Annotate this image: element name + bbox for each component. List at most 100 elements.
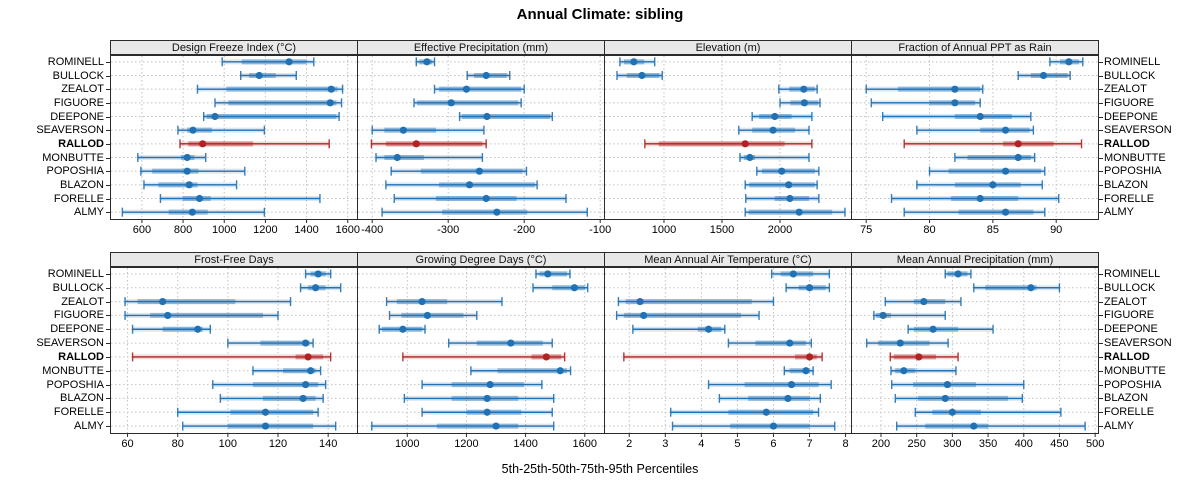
- site-tick-mark: [106, 315, 110, 317]
- site-label-right-poposhia: POPOSHIA: [1104, 165, 1162, 178]
- site-tick-mark: [1099, 370, 1103, 372]
- site-tick-mark: [1099, 343, 1103, 345]
- x-tick-label: 5: [734, 438, 741, 450]
- site-label-left-rallod: RALLOD: [58, 350, 104, 363]
- site-label-left-almy: ALMY: [74, 420, 104, 433]
- percentile-glyph-seaverson-mean-annual-precipitation-mm: [866, 338, 949, 348]
- site-label-left-almy: ALMY: [74, 206, 104, 219]
- percentile-glyph-poposhia-mean-annual-air-temperature-c: [707, 380, 832, 390]
- site-tick-mark: [1099, 171, 1103, 173]
- site-label-right-seaverson: SEAVERSON: [1104, 337, 1172, 350]
- percentile-glyph-zealot-frost-free-days: [124, 297, 292, 307]
- percentile-glyph-zealot-effective-precipitation-mm: [433, 84, 525, 94]
- site-tick-mark: [1099, 212, 1103, 214]
- panel-header-growing-degree-days-c: Growing Degree Days (°C): [357, 252, 605, 267]
- percentile-glyph-rominell-elevation-m: [619, 57, 656, 67]
- site-label-left-blazon: BLAZON: [59, 392, 104, 405]
- site-label-right-monbutte: MONBUTTE: [1104, 364, 1166, 377]
- panel-header-frost-free-days: Frost-Free Days: [110, 252, 358, 267]
- percentile-glyph-blazon-mean-annual-air-temperature-c: [718, 393, 822, 403]
- x-tick-label: 1000: [651, 224, 677, 236]
- x-tick-label: 200: [871, 438, 891, 450]
- x-tick-label: -400: [361, 224, 384, 236]
- percentile-glyph-bullock-mean-annual-precipitation-mm: [973, 283, 1061, 293]
- site-label-right-deepone: DEEPONE: [1104, 323, 1158, 336]
- percentile-glyph-rallod-design-freeze-index-c: [179, 139, 330, 149]
- percentile-glyph-bullock-growing-degree-days-c: [532, 283, 589, 293]
- percentile-glyph-blazon-frost-free-days: [219, 393, 324, 403]
- percentile-glyph-figuore-elevation-m: [779, 98, 821, 108]
- percentile-glyph-poposhia-mean-annual-precipitation-mm: [890, 380, 1025, 390]
- percentile-glyph-almy-elevation-m: [744, 207, 846, 217]
- site-tick-mark: [106, 329, 110, 331]
- site-label-left-zealot: ZEALOT: [61, 295, 104, 308]
- site-tick-mark: [1099, 398, 1103, 400]
- percentile-glyph-rallod-effective-precipitation-mm: [370, 139, 487, 149]
- x-tick-label: 80: [171, 438, 184, 450]
- site-label-right-figuore: FIGUORE: [1104, 96, 1155, 109]
- percentile-glyph-forelle-elevation-m: [745, 194, 820, 203]
- site-label-right-bullock: BULLOCK: [1104, 281, 1156, 294]
- site-tick-mark: [1099, 102, 1103, 104]
- site-tick-mark: [106, 75, 110, 77]
- percentile-glyph-monbutte-growing-degree-days-c: [470, 366, 572, 376]
- x-tick-label: 1400: [294, 224, 319, 236]
- percentile-glyph-figuore-mean-annual-air-temperature-c: [615, 310, 760, 320]
- percentile-glyph-almy-fraction-of-annual-ppt-as-rain: [903, 207, 1046, 217]
- percentile-glyph-forelle-effective-precipitation-mm: [393, 194, 567, 203]
- percentile-glyph-rominell-design-freeze-index-c: [221, 57, 315, 67]
- percentile-glyph-zealot-growing-degree-days-c: [385, 297, 503, 307]
- percentile-glyph-seaverson-design-freeze-index-c: [177, 125, 266, 135]
- percentile-glyph-forelle-mean-annual-precipitation-mm: [914, 407, 1062, 417]
- percentile-glyph-seaverson-elevation-m: [738, 125, 810, 135]
- site-tick-mark: [106, 116, 110, 118]
- percentile-glyph-almy-effective-precipitation-mm: [381, 207, 588, 217]
- percentile-glyph-deepone-fraction-of-annual-ppt-as-rain: [881, 112, 1032, 121]
- site-label-right-forelle: FORELLE: [1104, 406, 1155, 419]
- percentile-glyph-rominell-mean-annual-air-temperature-c: [770, 269, 831, 279]
- percentile-glyph-rominell-mean-annual-precipitation-mm: [944, 269, 972, 279]
- x-tick-label: 1400: [513, 438, 538, 450]
- site-label-right-forelle: FORELLE: [1104, 192, 1155, 205]
- percentile-glyph-deepone-growing-degree-days-c: [378, 324, 426, 334]
- percentile-glyph-figuore-effective-precipitation-mm: [413, 98, 522, 108]
- percentile-glyph-seaverson-mean-annual-air-temperature-c: [727, 338, 813, 348]
- site-tick-mark: [106, 89, 110, 91]
- site-tick-mark: [1099, 61, 1103, 63]
- site-tick-mark: [106, 273, 110, 275]
- site-label-left-rominell: ROMINELL: [47, 267, 104, 280]
- site-label-left-zealot: ZEALOT: [61, 83, 104, 96]
- site-tick-mark: [1099, 356, 1103, 358]
- site-tick-mark: [1099, 184, 1103, 186]
- site-label-right-blazon: BLAZON: [1104, 392, 1149, 405]
- site-label-left-monbutte: MONBUTTE: [42, 364, 104, 377]
- percentile-glyph-figuore-mean-annual-precipitation-mm: [873, 310, 946, 320]
- site-tick-mark: [106, 198, 110, 200]
- site-tick-mark: [106, 102, 110, 104]
- x-tick-label: 7: [806, 438, 813, 450]
- percentile-glyph-deepone-mean-annual-precipitation-mm: [907, 324, 994, 334]
- site-label-right-rallod: RALLOD: [1104, 350, 1150, 363]
- x-tick-label: 85: [986, 224, 999, 236]
- percentile-glyph-blazon-design-freeze-index-c: [143, 180, 238, 190]
- x-tick-label: 3: [662, 438, 669, 450]
- percentile-glyph-rallod-frost-free-days: [131, 352, 332, 362]
- site-label-right-zealot: ZEALOT: [1104, 295, 1147, 308]
- site-label-left-bullock: BULLOCK: [52, 281, 104, 294]
- percentile-glyph-bullock-fraction-of-annual-ppt-as-rain: [1017, 71, 1071, 80]
- site-label-left-figuore: FIGUORE: [53, 96, 104, 109]
- site-tick-mark: [106, 412, 110, 414]
- x-tick-label: 500: [1085, 438, 1105, 450]
- site-tick-mark: [106, 61, 110, 63]
- percentile-glyph-forelle-mean-annual-air-temperature-c: [670, 407, 820, 417]
- panel-header-mean-annual-air-temperature-c: Mean Annual Air Temperature (°C): [604, 252, 852, 267]
- x-tick-label: 450: [1050, 438, 1069, 450]
- site-label-left-poposhia: POPOSHIA: [46, 378, 104, 391]
- site-tick-mark: [106, 343, 110, 345]
- site-tick-mark: [1099, 315, 1103, 317]
- percentile-glyph-poposhia-frost-free-days: [212, 380, 327, 390]
- percentile-glyph-poposhia-growing-degree-days-c: [421, 380, 543, 390]
- site-label-right-zealot: ZEALOT: [1104, 83, 1147, 96]
- percentile-glyph-figuore-design-freeze-index-c: [214, 98, 343, 108]
